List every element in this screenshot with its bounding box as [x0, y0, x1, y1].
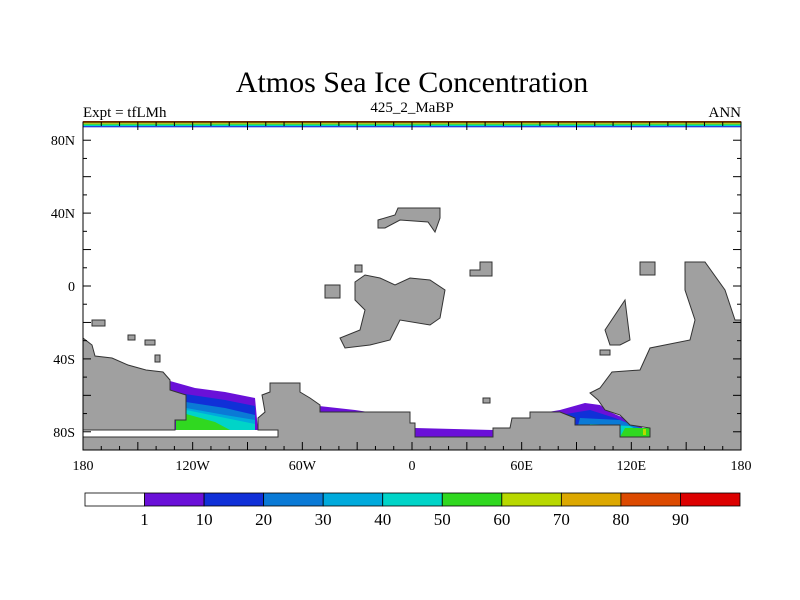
land-continent-center — [324, 284, 341, 299]
x-tick-label: 120E — [617, 459, 647, 474]
colorbar-box — [620, 492, 681, 507]
colorbar-label: 30 — [315, 510, 332, 529]
colorbar-label: 10 — [196, 510, 213, 529]
colorbar-box — [322, 492, 384, 507]
y-tick-label: 80N — [51, 134, 75, 149]
land-masses — [82, 207, 742, 451]
land-island-small5 — [144, 339, 156, 346]
colorbar-box — [501, 492, 562, 507]
colorbar-box — [263, 492, 324, 507]
x-axis-labels: 180 120W 60W 0 60E 120E 180 — [73, 459, 752, 474]
experiment-label: Expt = tfLMh — [83, 105, 167, 121]
colorbar: 1 10 20 30 40 50 60 70 80 90 — [84, 492, 741, 529]
land-island-small3 — [91, 319, 106, 327]
colorbar-label: 1 — [140, 510, 149, 529]
x-tick-label: 60W — [289, 459, 317, 474]
axis-ticks — [82, 122, 742, 450]
colorbar-label: 60 — [493, 510, 510, 529]
land-island-small1 — [469, 261, 493, 277]
chart-title: Atmos Sea Ice Concentration — [236, 66, 588, 99]
colorbar-label: 50 — [434, 510, 451, 529]
time-label: 425_2_MaBP — [370, 100, 453, 116]
colorbar-box — [203, 492, 265, 507]
colorbar-box — [84, 492, 145, 507]
land-island-east — [639, 261, 656, 276]
land-island-small4 — [127, 334, 136, 341]
land-antarctica-south — [82, 261, 742, 451]
land-antarctica — [82, 336, 187, 431]
colorbar-label: 20 — [255, 510, 272, 529]
land-continent-north — [377, 207, 441, 234]
map-area — [82, 121, 742, 451]
x-tick-label: 60E — [510, 459, 533, 474]
y-axis-labels: 80N 40N 0 40S 80S — [51, 134, 75, 441]
y-tick-label: 40S — [53, 353, 75, 368]
x-tick-label: 0 — [409, 459, 416, 474]
colorbar-label: 90 — [672, 510, 689, 529]
x-tick-label: 180 — [73, 459, 94, 474]
colorbar-label: 40 — [374, 510, 391, 529]
y-tick-label: 40N — [51, 207, 75, 222]
land-island-small6 — [154, 354, 161, 363]
colorbar-box — [144, 492, 205, 507]
y-tick-label: 0 — [68, 280, 75, 295]
colorbar-label: 70 — [553, 510, 570, 529]
land-island-small9 — [599, 349, 611, 356]
land-island-small2 — [354, 264, 363, 273]
colorbar-box — [382, 492, 443, 507]
x-tick-label: 120W — [176, 459, 211, 474]
colorbar-box — [560, 492, 622, 507]
sea-ice-pacific — [170, 381, 258, 430]
x-tick-label: 180 — [731, 459, 752, 474]
sea-ice-indian-west — [415, 428, 493, 437]
land-continent-africa — [339, 274, 446, 349]
land-island-small8 — [482, 397, 491, 404]
land-island-small7 — [604, 298, 631, 346]
colorbar-box — [441, 492, 503, 507]
colorbar-label: 80 — [612, 510, 629, 529]
colorbar-box — [680, 492, 741, 507]
season-label: ANN — [709, 105, 742, 121]
y-tick-label: 80S — [53, 426, 75, 441]
